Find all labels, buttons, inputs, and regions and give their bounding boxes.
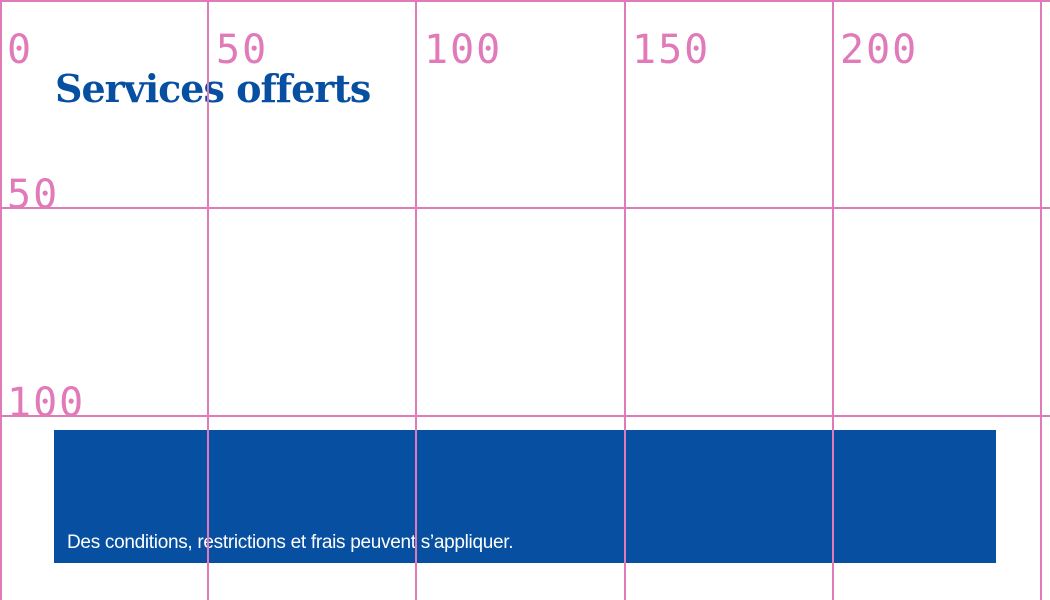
grid-line <box>0 415 1050 417</box>
disclaimer-banner: Des conditions, restrictions et frais pe… <box>54 430 996 563</box>
grid-label-x: 200 <box>840 27 919 73</box>
grid-label-x: 100 <box>424 27 503 73</box>
page-title: Services offerts <box>55 66 371 111</box>
grid-line <box>0 0 1050 2</box>
grid-label-x: 0 <box>7 27 34 73</box>
grid-line <box>0 207 1050 209</box>
disclaimer-text: Des conditions, restrictions et frais pe… <box>67 532 514 553</box>
grid-label-x: 150 <box>632 27 711 73</box>
grid-label-y: 100 <box>7 380 86 426</box>
grid-label-y: 50 <box>7 172 60 218</box>
grid-line <box>1040 0 1042 600</box>
grid-label-x: 50 <box>216 27 269 73</box>
grid-line <box>0 0 2 600</box>
